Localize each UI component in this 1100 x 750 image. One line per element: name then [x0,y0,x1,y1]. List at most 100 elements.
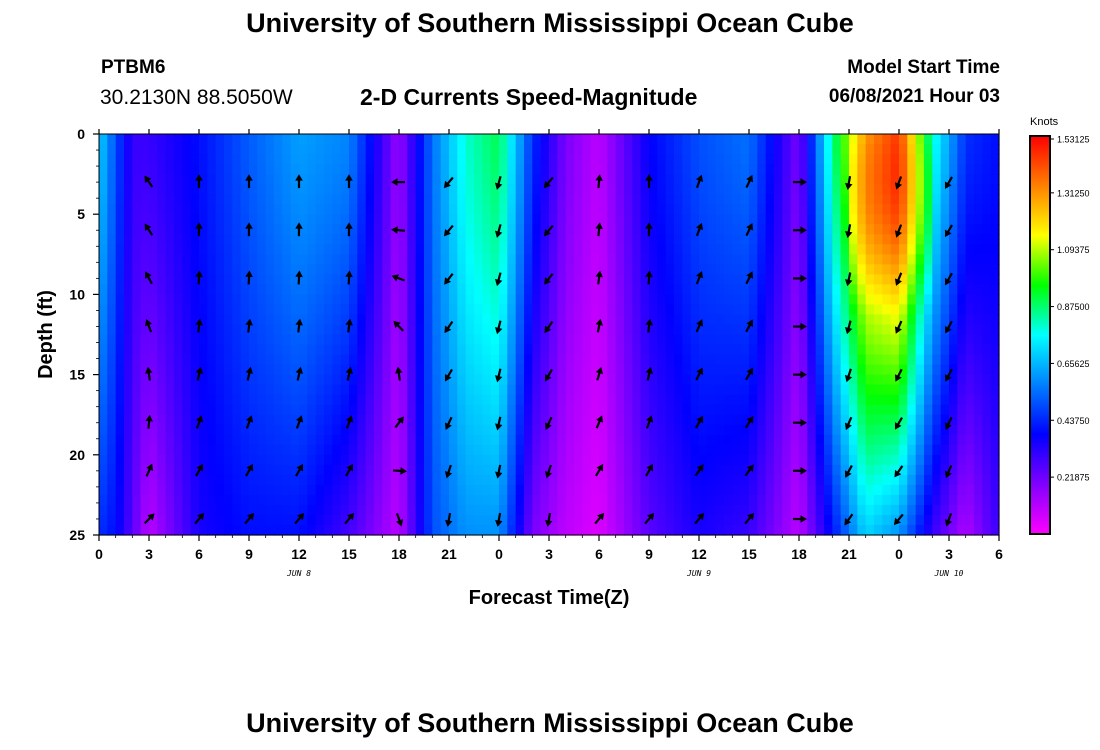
heat-cell [615,364,625,376]
current-arrow [544,464,553,479]
current-vectors [143,174,953,527]
heat-cell [340,234,350,245]
heat-cell [524,394,533,406]
heat-cell [690,164,700,175]
heat-cell [507,204,517,215]
heat-cell [682,274,692,285]
current-arrow [195,270,203,285]
heat-cell [882,374,892,386]
heat-cell [599,344,608,356]
heat-cell [990,464,1000,476]
heat-cell [657,144,667,155]
heat-cell [990,434,1000,446]
heat-cell [349,464,358,476]
heat-cell [832,374,842,386]
heat-cell [224,144,233,155]
heat-cell [874,294,883,306]
heat-cell [515,264,525,275]
heat-cell [715,194,725,205]
heat-cell [165,334,175,346]
heat-cell [990,454,1000,466]
heat-cell [957,144,967,155]
heat-cell [565,354,575,366]
heat-cell [115,504,125,516]
heat-cell [565,464,575,476]
heat-cell [624,394,633,406]
heat-cell [624,434,633,446]
heat-cell [449,414,458,426]
heat-cell [307,224,317,235]
heat-cell [407,264,417,275]
heat-cell [457,434,467,446]
heat-cell [224,514,233,526]
heat-cell [474,244,483,255]
heat-cell [724,164,733,175]
heat-cell [165,324,175,336]
heat-cell [549,134,558,145]
heat-cell [624,374,633,386]
heat-cell [565,364,575,376]
heat-cell [532,134,542,145]
heat-cell [974,494,983,506]
heat-cell [149,194,158,205]
heat-cell [982,164,992,175]
heat-cell [440,424,450,436]
heat-cell [340,474,350,486]
heat-cell [615,474,625,486]
heat-cell [549,154,558,165]
heat-cell [399,294,408,306]
heat-cell [982,454,992,466]
heat-cell [582,194,592,205]
heat-cell [524,234,533,245]
heat-cell [115,164,125,175]
heat-cell [224,344,233,356]
heat-cell [449,384,458,396]
heat-cell [549,294,558,306]
heat-cell [115,264,125,275]
heat-cell [665,294,675,306]
colorbar-label: 0.43750 [1057,416,1090,426]
heat-cell [940,444,950,456]
heat-cell [890,354,900,366]
heat-cell [907,184,917,195]
heat-cell [849,414,858,426]
heat-cell [949,204,958,215]
heat-cell [532,144,542,155]
heat-cell [324,224,333,235]
heat-cell [907,194,917,205]
heat-cell [407,514,417,526]
heat-cell [557,204,567,215]
heat-cell [157,274,167,285]
heat-cell [482,364,492,376]
heat-cell [899,324,908,336]
heat-cell [790,394,800,406]
heat-cell [724,434,733,446]
heat-cell [157,264,167,275]
heat-cell [624,344,633,356]
heat-cell [399,374,408,386]
heat-cell [990,324,1000,336]
colorbar-label: 1.09375 [1057,245,1090,255]
heat-cell [232,214,242,225]
heat-cell [890,494,900,506]
heat-cell [282,154,292,165]
heat-cell [390,344,400,356]
heat-cell [949,434,958,446]
heat-cell [615,424,625,436]
heat-cell [724,334,733,346]
heat-cell [749,374,758,386]
heat-cell [790,504,800,516]
heat-cell [649,484,658,496]
heat-cell [324,164,333,175]
heat-cell [815,324,825,336]
current-arrow [544,416,553,430]
heat-cell [557,294,567,306]
heat-cell [424,164,433,175]
heat-cell [615,224,625,235]
heat-cell [474,434,483,446]
heat-cell [982,174,992,185]
heat-cell [757,184,767,195]
heat-cell [499,194,508,205]
heat-cell [99,214,108,225]
heat-cell [740,324,750,336]
